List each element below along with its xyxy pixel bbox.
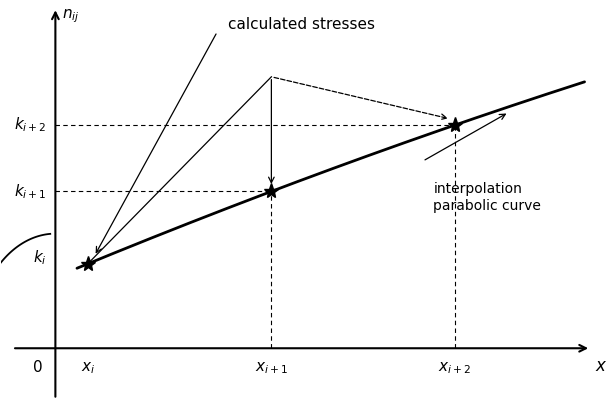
Text: 0: 0: [33, 360, 43, 375]
Text: $k_i$: $k_i$: [33, 248, 47, 267]
Text: $x_{i+1}$: $x_{i+1}$: [255, 360, 288, 376]
Text: x: x: [596, 357, 605, 375]
Text: interpolation
parabolic curve: interpolation parabolic curve: [434, 182, 541, 213]
Text: $k_{i+2}$: $k_{i+2}$: [14, 116, 47, 134]
Text: $n_{ij}$: $n_{ij}$: [62, 7, 79, 25]
Text: calculated stresses: calculated stresses: [228, 17, 375, 32]
Text: $x_i$: $x_i$: [80, 360, 95, 376]
Text: $k_{i+1}$: $k_{i+1}$: [14, 182, 47, 201]
Text: $x_{i+2}$: $x_{i+2}$: [438, 360, 471, 376]
